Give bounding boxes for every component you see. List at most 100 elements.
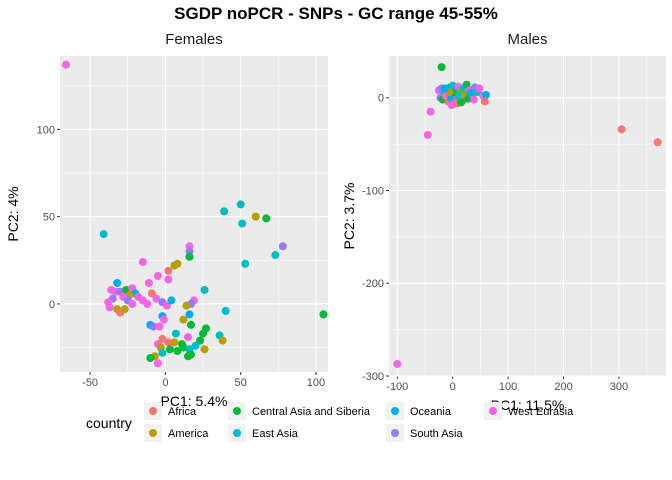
panel1-point — [164, 338, 173, 347]
panel2-point — [426, 107, 435, 116]
legend-swatch — [149, 429, 157, 437]
panel1-point — [165, 345, 174, 354]
panel1-point — [186, 320, 195, 329]
panel2-tick-label-y: -300 — [362, 371, 384, 383]
panel2-point — [393, 359, 402, 368]
panel1-point — [179, 315, 188, 324]
panel2-tick-label-y: -100 — [362, 185, 384, 197]
panel1-point — [170, 338, 179, 347]
legend-label: Africa — [168, 406, 197, 418]
panel2-background — [389, 56, 666, 376]
panel1-tick-label-y: 50 — [43, 212, 55, 224]
legend-swatch — [149, 407, 157, 415]
legend-swatch — [391, 429, 399, 437]
panel1-point — [147, 289, 156, 298]
panel2-point — [617, 125, 626, 134]
panel1-point — [143, 299, 152, 308]
panel1-point — [200, 345, 209, 354]
chart-title: SGDP noPCR - SNPs - GC range 45-55% — [174, 4, 498, 23]
panel1-point — [200, 285, 209, 294]
panel1-point — [164, 275, 173, 284]
panel1-point — [162, 301, 171, 310]
panel2-y-axis-label: PC2: 3.7% — [341, 183, 357, 250]
panel1-point — [158, 334, 167, 343]
panel2-tick-label-x: 200 — [554, 381, 572, 393]
panel1-point — [158, 348, 167, 357]
panel2-x-axis-label: PC1: 11.5% — [491, 397, 565, 413]
panel1-tick-label-y: 100 — [37, 124, 55, 136]
panel2-tick-label-x: 300 — [610, 381, 628, 393]
panel2-point — [440, 84, 449, 93]
legend-label: East Asia — [252, 428, 299, 440]
panel2-point — [469, 95, 478, 104]
panel1-tick-label-y: 0 — [49, 299, 55, 311]
panel1-point — [199, 329, 208, 338]
panel1-points — [62, 60, 328, 368]
panel2-point — [480, 97, 489, 106]
panel1-point — [155, 322, 164, 331]
panel1-point — [113, 278, 122, 287]
legend-label: America — [168, 428, 209, 440]
legend-swatch — [391, 407, 399, 415]
panel1-point — [278, 242, 287, 251]
panel1-point — [99, 230, 108, 239]
panel1-point — [220, 207, 229, 216]
panel1-x-axis-label: PC1: 5.4% — [161, 393, 228, 409]
panel1-point — [319, 310, 328, 319]
panel1-point — [238, 219, 247, 228]
panel1-title: Females — [165, 31, 223, 48]
panel1-tick-label-x: 0 — [162, 377, 168, 389]
legend-title: country — [86, 415, 132, 431]
panel2-point — [423, 130, 432, 139]
panel1-point — [146, 354, 155, 363]
panel1-y-axis-label: PC2: 4% — [5, 186, 21, 241]
panel1-point — [144, 278, 153, 287]
panel1-point — [120, 305, 129, 314]
legend-label: West Eurasia — [508, 406, 574, 418]
panel1-point — [152, 294, 161, 303]
panel1-point — [183, 333, 192, 342]
panel2-tick-label-y: 0 — [378, 93, 384, 105]
panel1-point — [271, 251, 280, 260]
panel2-tick-label-x: 0 — [450, 381, 456, 393]
panel1-point — [170, 261, 179, 270]
panel1-point — [171, 329, 180, 338]
panel2-point — [437, 63, 446, 72]
legend-label: Central Asia and Siberia — [252, 406, 371, 418]
panel1-point — [182, 301, 191, 310]
panel1-point — [196, 336, 205, 345]
panel2-point — [481, 90, 490, 99]
panel1-point — [62, 60, 71, 69]
legend-label: South Asia — [410, 428, 463, 440]
panel1-point — [153, 271, 162, 280]
panel2-title: Males — [507, 31, 547, 48]
panel1-point — [105, 303, 114, 312]
panel1-point — [251, 212, 260, 221]
panel1-point — [185, 310, 194, 319]
panel1-point — [149, 322, 158, 331]
panel1-point — [138, 258, 147, 267]
panel1-point — [183, 352, 192, 361]
panel1-tick-label-x: 100 — [307, 377, 325, 389]
panel1-point — [164, 266, 173, 275]
panel1-point — [191, 341, 200, 350]
panel1-background — [60, 56, 328, 372]
legend-swatch — [233, 407, 241, 415]
panel1-point — [128, 299, 137, 308]
panel2-point — [475, 84, 484, 93]
panel1-tick-label-x: -50 — [82, 377, 98, 389]
panel2-tick-label-x: 100 — [499, 381, 517, 393]
legend-swatch — [489, 407, 497, 415]
panel1-tick-label-x: 50 — [235, 377, 247, 389]
panel2-points — [393, 63, 662, 368]
legend-label: Oceania — [410, 406, 452, 418]
panel2-point — [457, 98, 466, 107]
panel1-point — [159, 315, 168, 324]
panel1-point — [221, 306, 230, 315]
panel1-point — [218, 336, 227, 345]
panel1-point — [262, 214, 271, 223]
panel2-point — [653, 138, 662, 147]
panel1-point — [185, 252, 194, 261]
